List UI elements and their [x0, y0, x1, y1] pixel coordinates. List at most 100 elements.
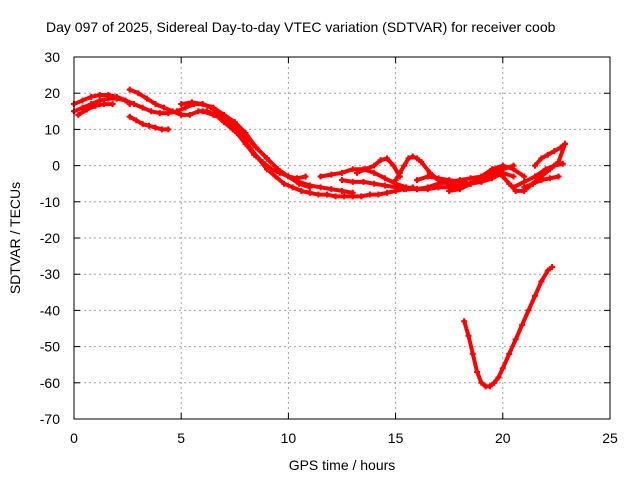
data-point	[263, 155, 270, 162]
x-tick-label: 20	[495, 430, 511, 446]
data-point	[323, 191, 330, 198]
data-point	[384, 155, 391, 162]
data-point	[148, 108, 155, 115]
data-point	[418, 158, 425, 165]
data-point	[349, 189, 356, 196]
series-arc-1	[72, 96, 308, 181]
y-tick-label: -70	[40, 411, 60, 427]
data-point	[186, 111, 193, 118]
y-tick-label: -50	[40, 339, 60, 355]
data-point	[146, 122, 153, 129]
data-point	[465, 332, 472, 339]
data-point	[456, 178, 463, 185]
data-point	[519, 321, 526, 328]
data-point	[521, 173, 528, 180]
data-point	[231, 122, 238, 129]
data-point	[405, 155, 412, 162]
data-point	[424, 173, 431, 180]
data-point	[328, 171, 335, 178]
data-point	[339, 169, 345, 176]
data-point	[390, 162, 397, 169]
data-point	[538, 278, 545, 285]
data-point	[199, 101, 206, 108]
data-point	[109, 101, 116, 108]
data-point	[381, 182, 388, 189]
data-point	[339, 177, 345, 184]
data-point	[409, 153, 416, 160]
data-point	[302, 173, 309, 180]
data-point	[126, 113, 133, 120]
series-arc-5	[127, 87, 415, 199]
data-point	[122, 97, 129, 104]
data-point	[557, 144, 564, 151]
x-tick-label: 10	[281, 430, 297, 446]
data-point	[75, 111, 82, 118]
data-point	[495, 374, 502, 381]
data-point	[306, 189, 313, 196]
data-point	[272, 173, 279, 180]
data-point	[561, 140, 568, 147]
data-point	[371, 162, 378, 169]
data-point	[229, 126, 236, 133]
data-point	[489, 175, 496, 182]
data-point	[414, 186, 421, 193]
data-point	[199, 108, 206, 115]
data-point	[246, 144, 253, 151]
data-point	[555, 173, 562, 180]
data-point	[467, 175, 474, 182]
data-point	[396, 169, 403, 176]
data-point	[546, 175, 553, 182]
data-point	[156, 110, 163, 117]
data-point	[414, 155, 421, 162]
data-point	[317, 184, 324, 191]
data-point	[92, 102, 99, 109]
data-point	[133, 117, 140, 124]
data-point	[531, 173, 538, 180]
data-point	[525, 307, 532, 314]
data-point	[188, 99, 195, 106]
series-arc-18	[462, 265, 555, 389]
data-point	[126, 101, 133, 108]
data-point	[403, 186, 410, 193]
data-point	[506, 350, 513, 357]
data-point	[381, 175, 388, 182]
data-point	[478, 379, 485, 386]
data-point	[424, 186, 431, 193]
data-point	[161, 104, 168, 111]
data-point	[210, 104, 217, 111]
data-point	[467, 180, 474, 187]
data-point	[551, 148, 558, 155]
data-point	[306, 184, 313, 191]
data-point	[510, 184, 517, 191]
data-point	[165, 126, 172, 133]
data-point	[182, 104, 189, 111]
data-point	[274, 166, 281, 173]
data-point	[221, 115, 228, 122]
data-point	[289, 184, 296, 191]
data-point	[366, 191, 373, 198]
y-tick-label: -10	[40, 194, 60, 210]
y-axis-label: SDTVAR / TECUs	[7, 182, 23, 294]
series-arc-12	[415, 163, 516, 186]
x-tick-label: 0	[70, 430, 78, 446]
data-point	[317, 173, 324, 180]
data-point	[538, 155, 545, 162]
y-tick-label: -30	[40, 266, 60, 282]
data-point	[446, 187, 453, 194]
data-point	[544, 267, 551, 274]
data-point	[210, 111, 217, 118]
x-tick-label: 15	[388, 430, 404, 446]
data-point	[486, 383, 493, 390]
data-point	[435, 184, 442, 191]
grid	[74, 57, 610, 419]
y-tick-label: 10	[44, 121, 60, 137]
data-point	[529, 180, 536, 187]
data-point	[83, 106, 90, 113]
y-tick-label: -20	[40, 230, 60, 246]
data-point	[152, 101, 159, 108]
data-point	[371, 169, 378, 176]
data-point	[452, 182, 459, 189]
data-point	[510, 166, 517, 173]
data-point	[461, 318, 468, 325]
x-tick-label: 5	[177, 430, 185, 446]
